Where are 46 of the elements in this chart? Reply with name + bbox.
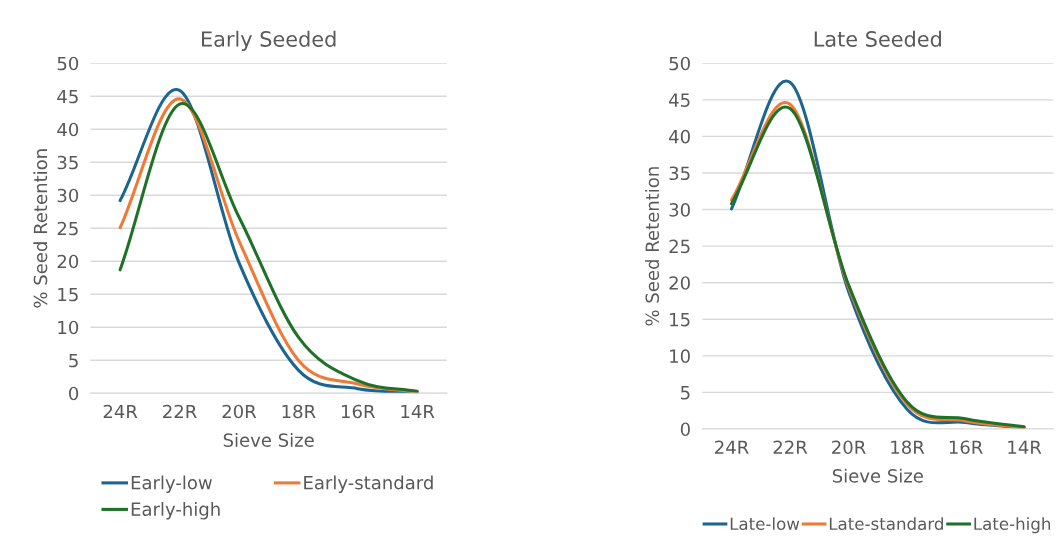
y-tick-label: 10 [58,320,79,335]
y-tick-label: 15 [58,287,78,302]
x-tick-label: 20R [222,404,257,419]
y-tick-label: 45 [669,93,690,107]
y-tick-label: 15 [670,312,690,327]
y-tick-label: 0 [69,386,79,401]
y-tick-label: 20 [669,276,690,290]
y-tick-label: 35 [669,166,690,181]
y-tick-label: 0 [680,422,690,437]
x-tick-label: 24R [715,440,749,454]
legend-label: Late-low [730,517,800,531]
legend-label: Late-high [974,517,1051,534]
y-tick-label: 25 [57,221,78,236]
chart-title: Late Seeded [814,30,941,47]
x-axis-title: Sieve Size [832,468,923,483]
y-axis-title: % Seed Retention [33,149,48,308]
x-axis-title: Sieve Size [223,432,314,447]
x-tick-label: 20R [832,440,866,455]
x-tick-label: 22R [773,440,808,454]
x-tick-label: 14R [1008,440,1042,454]
x-tick-label: 22R [163,404,197,419]
y-tick-label: 50 [57,56,79,71]
y-tick-label: 35 [57,155,78,170]
x-tick-label: 18R [891,440,925,455]
x-tick-label: 16R [341,404,376,419]
legend-label: Early-low [131,475,212,493]
x-tick-label: 24R [103,404,138,419]
y-tick-label: 45 [57,89,78,104]
chart-title: Early Seeded [202,30,336,51]
y-tick-label: 40 [57,122,79,137]
legend-label: Early-standard [304,475,433,493]
x-tick-label: 18R [282,404,316,419]
y-tick-label: 25 [669,239,690,254]
y-tick-label: 20 [57,254,79,269]
legend-label: Early-high [131,502,220,520]
legend-label: Late-standard [829,517,943,531]
y-axis-title: % Seed Retention [645,167,660,326]
y-tick-label: 10 [670,349,690,363]
y-tick-label: 50 [669,56,690,71]
x-tick-label: 14R [401,404,435,419]
y-tick-label: 30 [669,203,690,217]
y-tick-label: 5 [681,386,690,400]
y-tick-label: 40 [669,129,690,144]
y-tick-label: 30 [57,188,79,203]
y-tick-label: 5 [69,353,78,368]
x-tick-label: 16R [949,440,983,455]
